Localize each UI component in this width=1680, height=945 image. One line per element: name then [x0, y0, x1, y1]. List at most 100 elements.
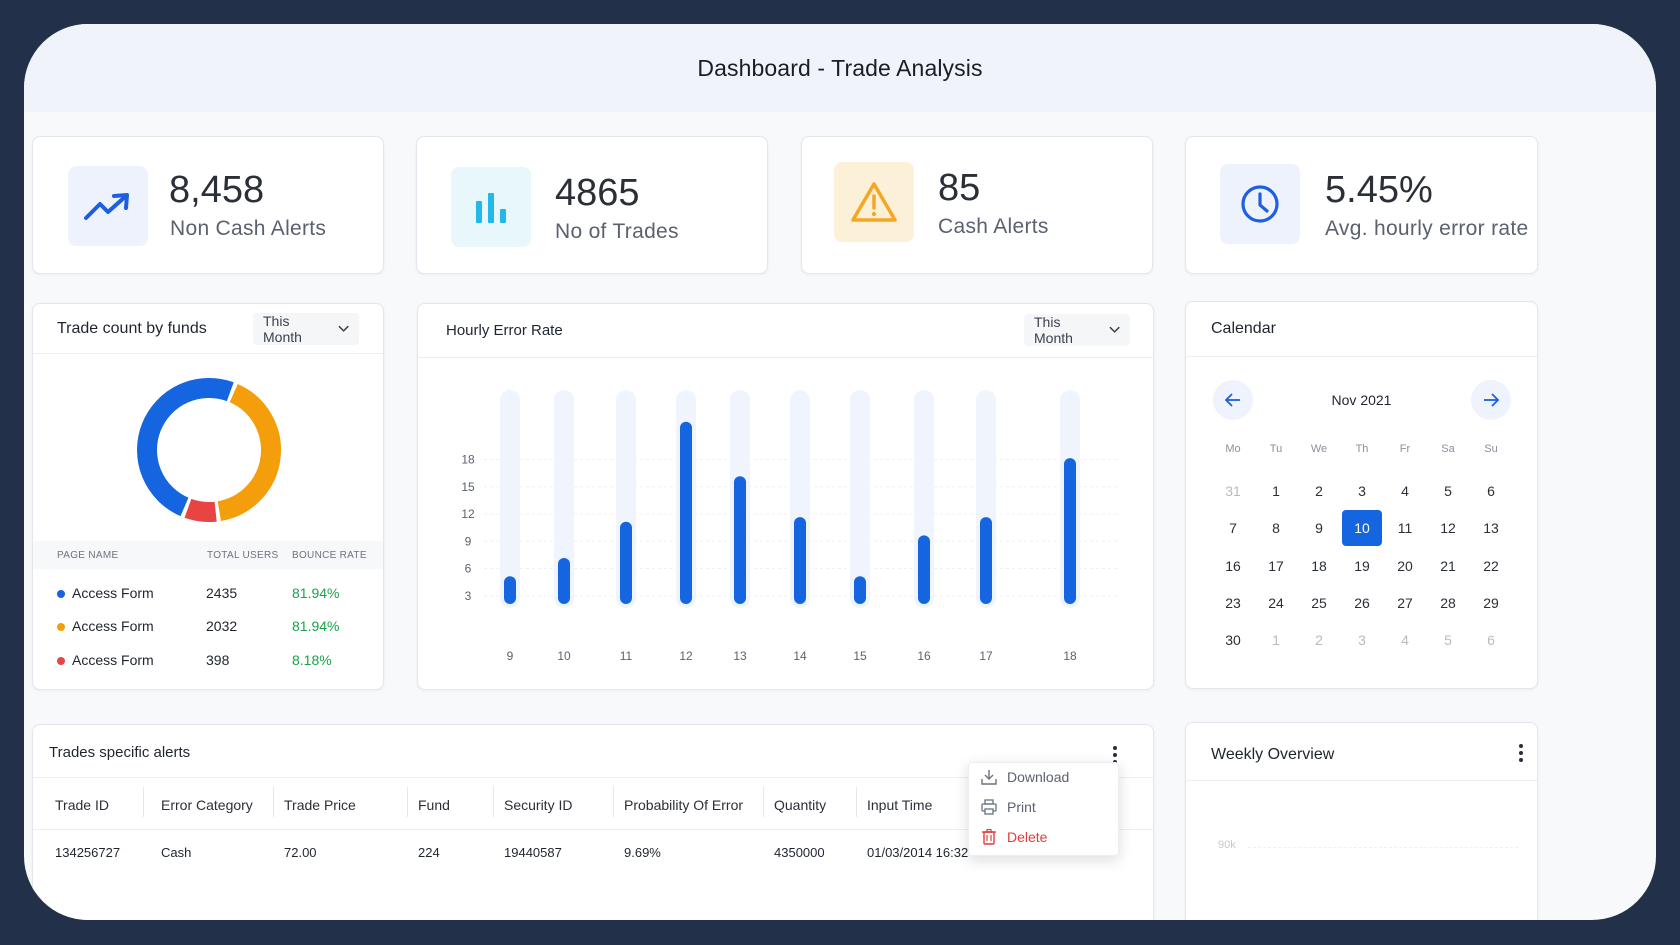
cell-trade-id: 134256727: [55, 845, 121, 860]
calendar-day[interactable]: 23: [1225, 595, 1241, 611]
chevron-down-icon: [338, 325, 349, 332]
funds-table-row: Access Form 398 8.18%: [33, 652, 383, 672]
funds-period-dropdown[interactable]: This Month: [253, 313, 359, 345]
calendar-day[interactable]: 25: [1311, 595, 1327, 611]
calendar-day[interactable]: 6: [1487, 483, 1495, 499]
donut-segment[interactable]: [137, 378, 234, 517]
calendar-day[interactable]: 5: [1444, 483, 1452, 499]
column-header-input-time[interactable]: Input Time: [867, 797, 933, 813]
total-users: 398: [206, 652, 230, 668]
x-axis-tick: 14: [793, 649, 807, 663]
y-axis-tick: 6: [465, 562, 472, 576]
total-users: 2032: [206, 618, 238, 634]
calendar-prev-button[interactable]: [1213, 380, 1253, 420]
calendar-next-button[interactable]: [1471, 380, 1511, 420]
bar[interactable]: [980, 517, 992, 604]
column-header-error-category[interactable]: Error Category: [161, 797, 253, 813]
cell-input-time: 01/03/2014 16:32: [867, 845, 969, 860]
column-header-trade-price[interactable]: Trade Price: [284, 797, 356, 813]
calendar-day[interactable]: 2: [1315, 483, 1323, 499]
calendar-day[interactable]: 10: [1342, 510, 1382, 546]
calendar-day[interactable]: 27: [1397, 595, 1413, 611]
series-dot: [57, 657, 65, 665]
calendar-day[interactable]: 18: [1311, 558, 1327, 574]
calendar-day[interactable]: 5: [1444, 632, 1452, 648]
bar-track: [850, 390, 870, 608]
stat-card-non-cash-alerts[interactable]: 8,458 Non Cash Alerts: [32, 136, 384, 274]
bar[interactable]: [794, 517, 806, 604]
column-header-fund[interactable]: Fund: [418, 797, 450, 813]
calendar-day[interactable]: 12: [1440, 520, 1456, 536]
calendar-day[interactable]: 1: [1272, 632, 1280, 648]
calendar-day[interactable]: 3: [1358, 632, 1366, 648]
page-name: Access Form: [72, 618, 154, 634]
bar[interactable]: [918, 535, 930, 604]
donut-segment[interactable]: [184, 498, 217, 522]
bar[interactable]: [734, 476, 746, 604]
column-header-quantity[interactable]: Quantity: [774, 797, 827, 813]
calendar-day[interactable]: 29: [1483, 595, 1499, 611]
bar[interactable]: [558, 558, 570, 604]
trending-up-icon: [68, 166, 148, 246]
x-axis-tick: 9: [507, 649, 514, 663]
calendar-day[interactable]: 8: [1272, 520, 1280, 536]
calendar-day[interactable]: 7: [1229, 520, 1237, 536]
card-title-text: Hourly Error Rate: [446, 322, 563, 339]
bar[interactable]: [620, 521, 632, 604]
trade-count-by-funds-card: Trade count by funds This Month PAGE NAM…: [32, 303, 384, 690]
stat-card-error-rate[interactable]: 5.45% Avg. hourly error rate: [1185, 136, 1538, 274]
calendar-day[interactable]: 16: [1225, 558, 1241, 574]
calendar-day[interactable]: 20: [1397, 558, 1413, 574]
calendar-day[interactable]: 1: [1272, 483, 1280, 499]
column-header-security-id[interactable]: Security ID: [504, 797, 573, 813]
column-separator: [613, 787, 614, 817]
weekday-label: Su: [1484, 443, 1498, 455]
calendar-day[interactable]: 19: [1354, 558, 1370, 574]
calendar-day[interactable]: 3: [1358, 483, 1366, 499]
bar-track: [500, 390, 520, 608]
bounce-rate: 81.94%: [292, 618, 340, 634]
funds-table-row: Access Form 2435 81.94%: [33, 585, 383, 605]
menu-item-delete[interactable]: Delete: [981, 829, 1047, 845]
bar[interactable]: [680, 421, 692, 604]
bar[interactable]: [504, 576, 516, 604]
divider: [33, 829, 1153, 830]
column-separator: [856, 787, 857, 817]
card-title: Calendar: [1186, 302, 1537, 357]
column-separator: [763, 787, 764, 817]
stat-card-no-of-trades[interactable]: 4865 No of Trades: [416, 136, 768, 274]
weekday-label: Fr: [1399, 443, 1411, 455]
calendar-day[interactable]: 28: [1440, 595, 1456, 611]
calendar-day[interactable]: 30: [1225, 632, 1241, 648]
card-title-text: Trade count by funds: [57, 319, 207, 337]
donut-segment[interactable]: [217, 383, 281, 521]
calendar-day[interactable]: 22: [1483, 558, 1499, 574]
calendar-day[interactable]: 6: [1487, 632, 1495, 648]
calendar-day[interactable]: 26: [1354, 595, 1370, 611]
calendar-day[interactable]: 21: [1440, 558, 1456, 574]
column-separator: [493, 787, 494, 817]
calendar-day[interactable]: 4: [1401, 632, 1409, 648]
weekly-overview-card: Weekly Overview 90k: [1185, 722, 1538, 920]
weekday-label: Mo: [1225, 443, 1241, 455]
column-header-trade-id[interactable]: Trade ID: [55, 797, 109, 813]
calendar-day[interactable]: 24: [1268, 595, 1284, 611]
calendar-day[interactable]: 17: [1268, 558, 1284, 574]
clock-icon: [1220, 164, 1300, 244]
menu-item-print[interactable]: Print: [981, 799, 1036, 815]
stat-card-cash-alerts[interactable]: 85 Cash Alerts: [801, 136, 1153, 274]
calendar-day[interactable]: 2: [1315, 632, 1323, 648]
menu-item-label: Print: [1007, 799, 1036, 815]
calendar-day[interactable]: 31: [1225, 483, 1241, 499]
stat-label: Avg. hourly error rate: [1325, 217, 1529, 240]
calendar-day[interactable]: 4: [1401, 483, 1409, 499]
menu-item-download[interactable]: Download: [981, 769, 1069, 785]
hourly-period-dropdown[interactable]: This Month: [1024, 314, 1130, 346]
calendar-day[interactable]: 11: [1397, 520, 1413, 536]
column-header-probability[interactable]: Probability Of Error: [624, 797, 744, 813]
calendar-day[interactable]: 13: [1483, 520, 1499, 536]
bar[interactable]: [854, 576, 866, 604]
more-options-icon[interactable]: [1519, 744, 1523, 762]
bar[interactable]: [1064, 458, 1076, 604]
calendar-day[interactable]: 9: [1315, 520, 1323, 536]
